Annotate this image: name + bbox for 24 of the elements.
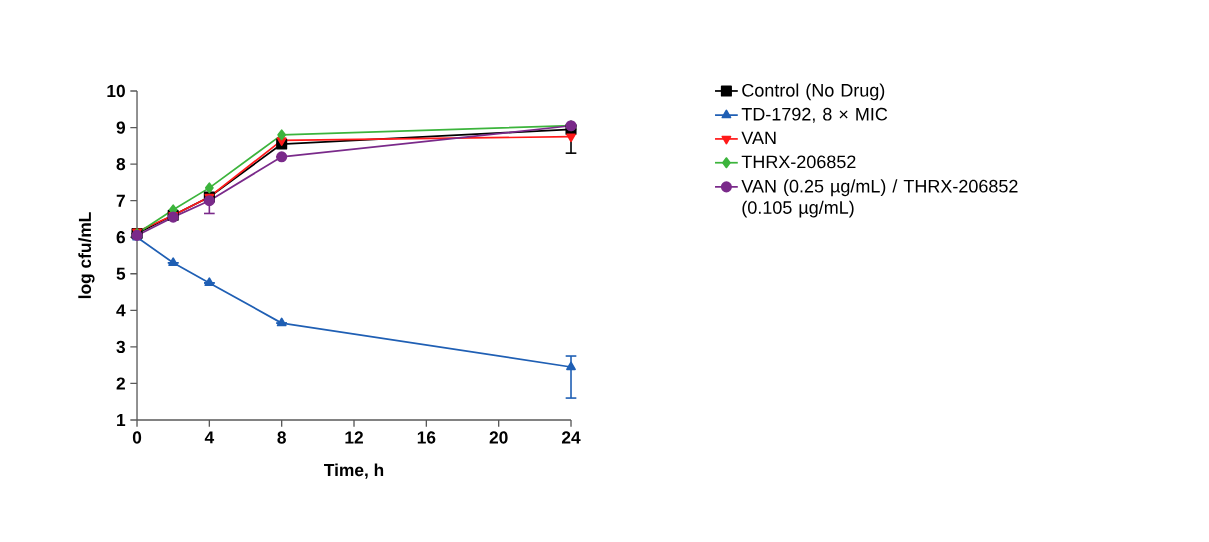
y-tick-label: 1 bbox=[117, 414, 126, 426]
y-tick-label: 3 bbox=[116, 340, 126, 354]
y-tick-label: 5 bbox=[116, 267, 126, 280]
legend-label: VAN bbox=[741, 131, 776, 145]
x-tick-label: 8 bbox=[277, 431, 286, 444]
x-tick-label: 12 bbox=[345, 431, 363, 444]
legend-label: Control (No Drug) bbox=[742, 83, 885, 101]
y-axis-title: log cfu/mL bbox=[78, 212, 95, 299]
y-tick-label: 7 bbox=[116, 194, 125, 207]
y-tick-label: 9 bbox=[116, 121, 125, 134]
y-tick-label: 8 bbox=[116, 157, 126, 171]
legend-label: VAN (0.25 µg/mL) / THRX-206852 (0.105 µg/mL) bbox=[741, 179, 1018, 218]
y-tick-label: 2 bbox=[116, 377, 125, 390]
y-tick-label: 10 bbox=[107, 84, 125, 98]
x-tick-label: 20 bbox=[489, 431, 508, 444]
x-axis-title: Time, h bbox=[324, 463, 384, 479]
x-tick-label: 4 bbox=[204, 431, 215, 444]
y-tick-label: 6 bbox=[116, 231, 126, 244]
x-tick-label: 16 bbox=[417, 431, 436, 444]
legend-label: THRX-206852 bbox=[741, 155, 856, 169]
y-tick-label: 4 bbox=[116, 304, 126, 317]
legend-label: TD-1792, 8 × MIC bbox=[741, 107, 888, 123]
x-tick-label: 0 bbox=[132, 431, 142, 444]
x-tick-label: 24 bbox=[561, 431, 581, 444]
